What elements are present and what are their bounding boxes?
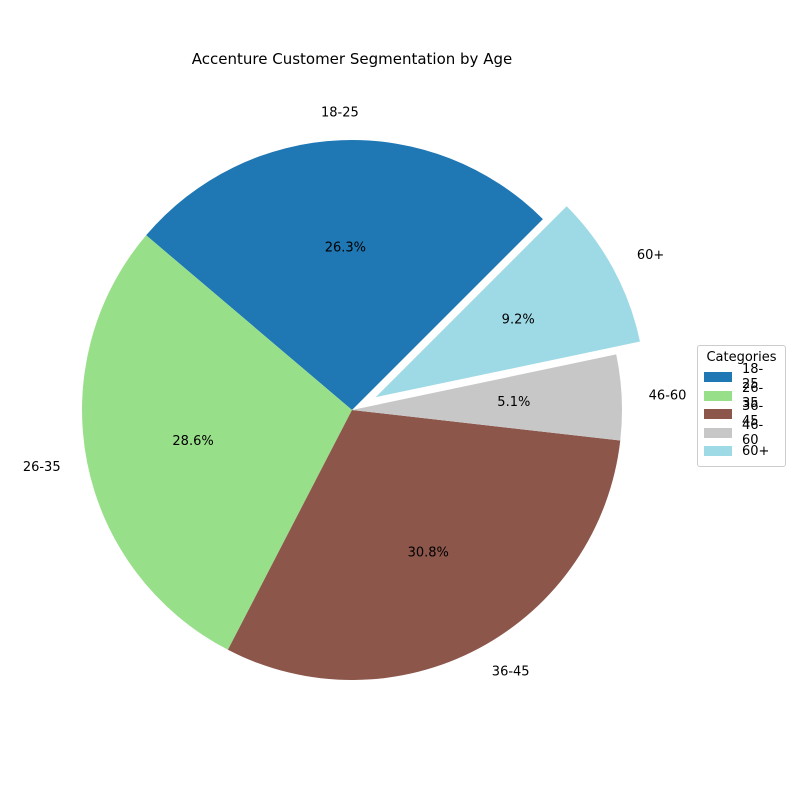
legend-item: 36-45 — [704, 399, 779, 429]
pie-category-label: 46-60 — [649, 389, 687, 404]
legend-swatch — [704, 390, 732, 401]
pie-slice-46-60 — [352, 354, 622, 441]
chart-title: Accenture Customer Segmentation by Age — [192, 50, 512, 68]
legend-item: 46-60 — [704, 418, 779, 448]
pie-slice-26-35 — [82, 235, 353, 650]
pie-slice-36-45 — [227, 410, 621, 680]
pie-slice-18-25 — [146, 140, 543, 410]
legend-title: Categories — [706, 350, 777, 365]
legend-label: 36-45 — [742, 399, 764, 430]
legend-items: 18-25 26-35 36-45 46-60 60+ — [704, 362, 779, 461]
legend-swatch — [704, 427, 732, 438]
pie-percent-label: 26.3% — [325, 241, 366, 256]
legend-swatch — [704, 446, 732, 457]
pie-slices — [82, 140, 640, 680]
pie-percent-label: 5.1% — [497, 395, 530, 410]
pie-slice-60+ — [375, 206, 640, 398]
legend-label: 18-25 — [742, 362, 764, 393]
legend-swatch — [704, 372, 732, 383]
legend-label: 26-35 — [742, 380, 764, 411]
pie-percent-label: 30.8% — [408, 545, 449, 560]
pie-category-label: 60+ — [637, 248, 664, 263]
pie-percent-label: 9.2% — [502, 312, 535, 327]
pie-category-label: 18-25 — [321, 106, 359, 121]
legend-item: 60+ — [704, 442, 779, 461]
pie-category-label: 36-45 — [492, 665, 530, 680]
legend-label: 46-60 — [742, 417, 764, 448]
pie-category-label: 26-35 — [23, 460, 61, 475]
pie-labels: 26.3% 18-25 28.6% 26-35 30.8% 36-45 5.1% 46-60 9… — [23, 106, 687, 680]
legend-item: 18-25 — [704, 362, 779, 392]
legend-label: 60+ — [742, 443, 770, 459]
legend-item: 26-35 — [704, 381, 779, 411]
pie-percent-label: 28.6% — [172, 434, 213, 449]
legend-swatch — [704, 409, 732, 420]
legend: Categories 18-25 26-35 36-45 46-60 60+ — [697, 345, 786, 467]
